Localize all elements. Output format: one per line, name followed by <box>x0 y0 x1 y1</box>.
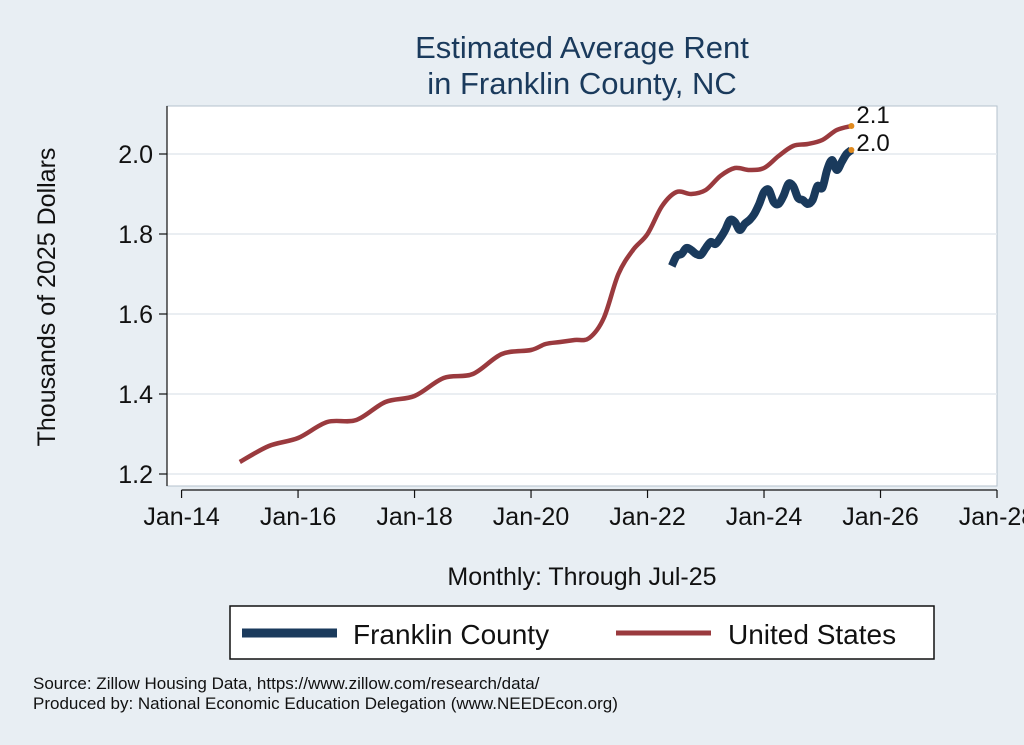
x-tick-label: Jan-24 <box>726 503 803 531</box>
legend-label-us: United States <box>728 619 896 650</box>
y-tick-label: 1.2 <box>118 461 153 489</box>
y-axis-title: Thousands of 2025 Dollars <box>33 148 61 447</box>
endpoint-us <box>848 123 855 129</box>
x-axis: Jan-14 Jan-16 Jan-18 Jan-20 Jan-22 Jan-24 Jan-… <box>143 489 1024 531</box>
chart-title-line-1: Estimated Average Rent <box>415 30 749 65</box>
x-tick-label: Jan-16 <box>260 503 336 531</box>
x-tick-label: Jan-28 <box>959 503 1024 531</box>
series-line-franklin <box>668 146 855 268</box>
y-tick-label: 1.6 <box>118 301 153 329</box>
end-label-us: 2.1 <box>856 102 889 129</box>
legend: Franklin County United States <box>229 605 935 660</box>
y-tick-label: 1.4 <box>118 381 153 409</box>
y-tick-label: 2.0 <box>118 141 153 169</box>
source-note: Source: Zillow Housing Data, https://www… <box>33 674 540 693</box>
series-line-us <box>238 123 853 464</box>
legend-label-franklin: Franklin County <box>353 619 549 650</box>
plot-area <box>166 105 998 487</box>
x-tick-label: Jan-20 <box>493 503 569 531</box>
series-lines <box>238 123 855 464</box>
x-tick-label: Jan-18 <box>376 503 452 531</box>
legend-box <box>229 605 935 660</box>
end-label-franklin: 2.0 <box>856 130 889 157</box>
y-tick-label: 1.8 <box>118 221 153 249</box>
end-labels: 2.12.0 <box>856 102 889 157</box>
x-tick-label: Jan-26 <box>842 503 918 531</box>
endpoint-franklin <box>848 147 855 153</box>
chart-title-line-2: in Franklin County, NC <box>427 66 737 101</box>
x-tick-label: Jan-14 <box>143 503 220 531</box>
producer-note: Produced by: National Economic Education… <box>33 694 618 713</box>
x-axis-title: Monthly: Through Jul-25 <box>447 563 716 591</box>
x-tick-label: Jan-22 <box>609 503 685 531</box>
y-axis: 1.2 1.4 1.6 1.8 2.0 <box>118 106 168 489</box>
gridlines <box>167 153 997 475</box>
